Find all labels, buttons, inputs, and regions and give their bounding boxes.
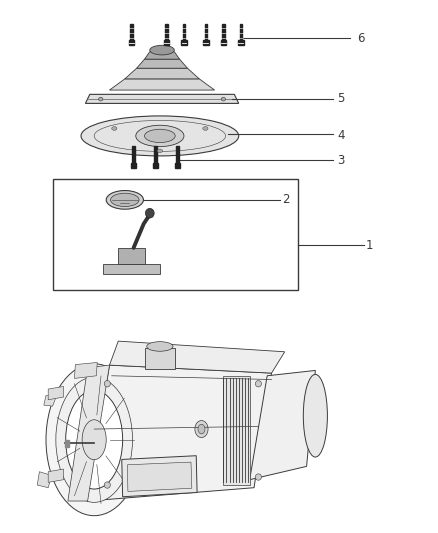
Ellipse shape bbox=[147, 342, 173, 351]
Polygon shape bbox=[37, 472, 52, 488]
Ellipse shape bbox=[99, 97, 103, 101]
Ellipse shape bbox=[203, 126, 208, 130]
Bar bbox=[130, 24, 133, 40]
Bar bbox=[165, 24, 168, 40]
Polygon shape bbox=[74, 362, 97, 378]
Bar bbox=[65, 440, 69, 447]
Ellipse shape bbox=[104, 381, 110, 387]
Bar bbox=[129, 40, 134, 45]
Ellipse shape bbox=[81, 116, 239, 156]
Bar bbox=[103, 264, 160, 274]
Ellipse shape bbox=[157, 149, 162, 152]
Ellipse shape bbox=[106, 191, 143, 209]
Ellipse shape bbox=[66, 390, 123, 489]
Polygon shape bbox=[127, 462, 192, 491]
Polygon shape bbox=[110, 79, 215, 90]
Ellipse shape bbox=[303, 374, 328, 457]
Text: 4: 4 bbox=[337, 130, 345, 142]
Ellipse shape bbox=[198, 424, 205, 434]
Polygon shape bbox=[68, 365, 110, 501]
Bar bbox=[222, 24, 225, 40]
Text: 3: 3 bbox=[337, 155, 345, 167]
Text: 1: 1 bbox=[366, 239, 373, 252]
Bar bbox=[181, 40, 187, 45]
Ellipse shape bbox=[136, 125, 184, 147]
Bar bbox=[238, 40, 244, 45]
Polygon shape bbox=[250, 370, 315, 480]
Polygon shape bbox=[44, 395, 56, 406]
Ellipse shape bbox=[56, 377, 132, 502]
Ellipse shape bbox=[255, 381, 261, 387]
Text: 2: 2 bbox=[283, 193, 290, 206]
Ellipse shape bbox=[150, 45, 174, 55]
Ellipse shape bbox=[145, 208, 154, 218]
Bar bbox=[205, 24, 207, 40]
Polygon shape bbox=[48, 469, 64, 482]
Ellipse shape bbox=[112, 126, 117, 130]
Polygon shape bbox=[137, 59, 187, 68]
Ellipse shape bbox=[82, 420, 106, 459]
Bar bbox=[145, 348, 175, 369]
Ellipse shape bbox=[145, 130, 175, 143]
Polygon shape bbox=[48, 386, 64, 400]
Ellipse shape bbox=[195, 421, 208, 438]
Text: 5: 5 bbox=[337, 92, 345, 105]
Bar bbox=[203, 40, 208, 45]
Bar bbox=[118, 248, 145, 264]
Bar bbox=[183, 24, 185, 40]
Polygon shape bbox=[125, 68, 199, 79]
Bar bbox=[240, 24, 242, 40]
Bar bbox=[163, 40, 169, 45]
Bar bbox=[131, 163, 137, 168]
Bar bbox=[223, 376, 250, 485]
Polygon shape bbox=[145, 52, 180, 59]
Ellipse shape bbox=[110, 193, 139, 207]
Bar bbox=[221, 40, 226, 45]
Polygon shape bbox=[122, 456, 197, 497]
Ellipse shape bbox=[221, 97, 226, 101]
Bar bbox=[174, 163, 180, 168]
Polygon shape bbox=[88, 365, 272, 501]
Bar bbox=[176, 146, 179, 163]
Polygon shape bbox=[110, 341, 285, 373]
Polygon shape bbox=[85, 94, 239, 103]
Ellipse shape bbox=[104, 482, 110, 488]
Bar bbox=[152, 163, 159, 168]
Ellipse shape bbox=[255, 474, 261, 480]
Text: 6: 6 bbox=[357, 32, 364, 45]
Bar bbox=[53, 179, 298, 290]
Bar bbox=[132, 146, 135, 163]
Bar bbox=[154, 146, 157, 163]
Ellipse shape bbox=[46, 364, 142, 516]
